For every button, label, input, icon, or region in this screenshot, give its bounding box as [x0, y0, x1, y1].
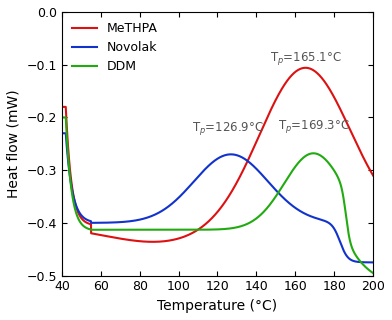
MeTHPA	[151, 240, 155, 244]
Novolak	[211, 160, 216, 164]
Novolak	[362, 260, 367, 264]
MeTHPA	[362, 157, 367, 161]
X-axis label: Temperature (°C): Temperature (°C)	[158, 299, 278, 313]
Novolak	[361, 260, 366, 264]
MeTHPA	[60, 105, 64, 109]
Novolak	[371, 260, 376, 264]
Text: T$_p$=165.1°C: T$_p$=165.1°C	[270, 50, 342, 67]
DDM	[362, 264, 367, 268]
Line: MeTHPA: MeTHPA	[62, 68, 373, 242]
DDM	[361, 263, 366, 267]
MeTHPA	[305, 66, 310, 70]
DDM	[60, 116, 64, 119]
DDM	[75, 215, 80, 219]
Novolak	[60, 131, 64, 135]
Text: T$_p$=169.3°C: T$_p$=169.3°C	[278, 118, 350, 135]
DDM	[371, 271, 376, 275]
MeTHPA	[75, 210, 80, 213]
MeTHPA	[362, 158, 367, 162]
Novolak	[305, 213, 309, 217]
Line: Novolak: Novolak	[62, 133, 373, 262]
Novolak	[75, 208, 80, 212]
MeTHPA	[371, 173, 376, 177]
MeTHPA	[211, 215, 216, 219]
Text: T$_p$=126.9°C: T$_p$=126.9°C	[192, 120, 264, 137]
MeTHPA	[303, 66, 308, 70]
MeTHPA	[203, 222, 207, 226]
DDM	[305, 153, 309, 157]
Legend: MeTHPA, Novolak, DDM: MeTHPA, Novolak, DDM	[68, 18, 162, 77]
Line: DDM: DDM	[62, 117, 373, 273]
DDM	[211, 228, 216, 231]
Novolak	[203, 167, 207, 171]
DDM	[203, 228, 207, 232]
Y-axis label: Heat flow (mW): Heat flow (mW)	[7, 90, 21, 198]
